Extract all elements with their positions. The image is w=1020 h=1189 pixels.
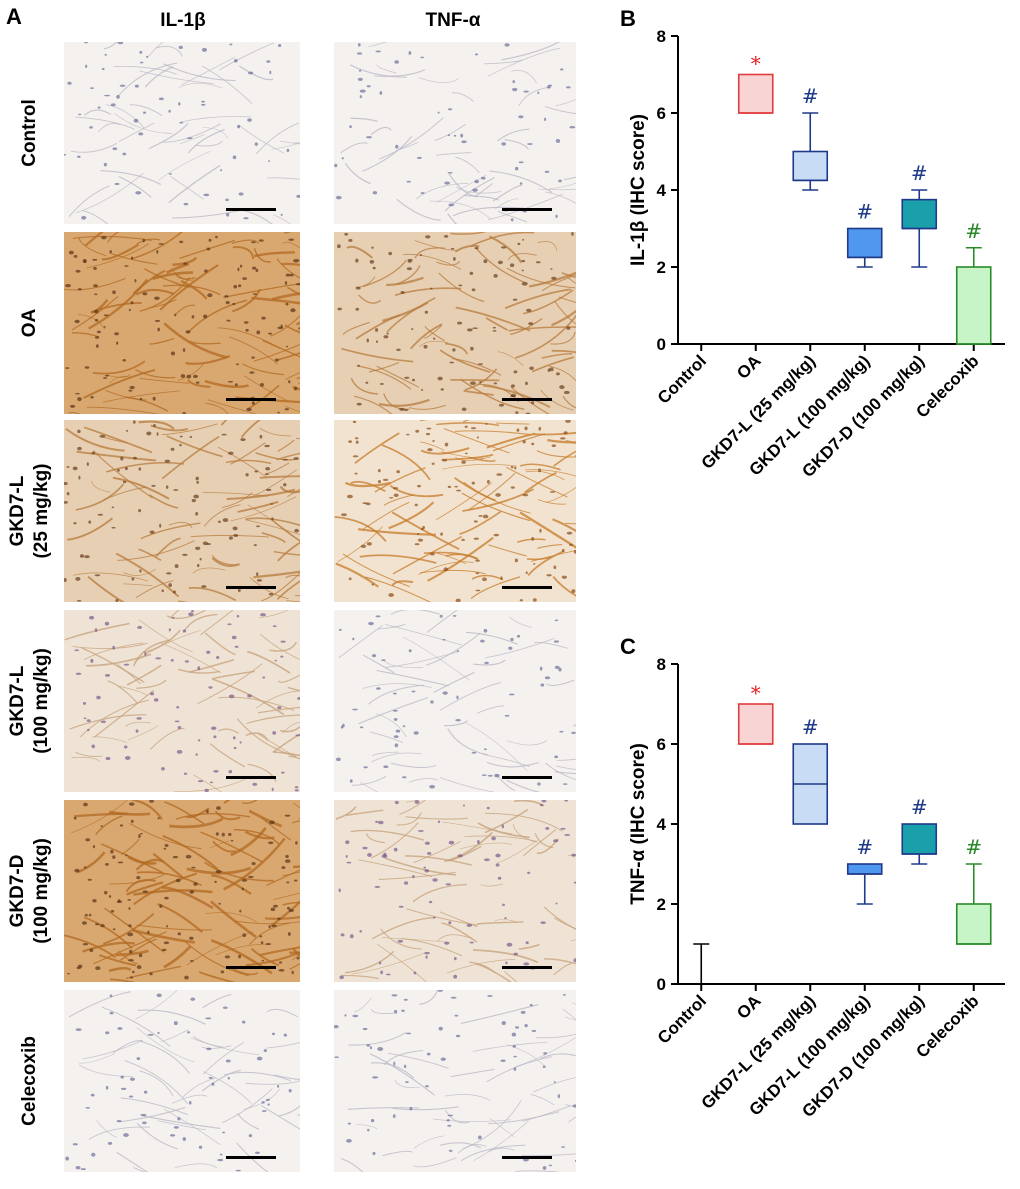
scale-bar	[226, 208, 276, 211]
scale-bar	[226, 586, 276, 589]
box-body	[846, 227, 883, 259]
box-body	[955, 266, 992, 345]
significance-mark: #	[856, 200, 873, 224]
box-body	[901, 823, 938, 855]
micrograph-il1b	[64, 42, 300, 224]
scale-bar	[502, 398, 552, 401]
panel-letter-a: A	[6, 4, 22, 29]
scale-bar	[226, 398, 276, 401]
row-label: Control	[18, 48, 42, 218]
box-body	[955, 903, 992, 945]
micrograph-il1b	[64, 610, 300, 792]
y-tick-label: 6	[657, 735, 666, 754]
box-3: #	[846, 200, 883, 268]
row-label-line: GKD7-D	[7, 854, 28, 928]
y-tick-label: 4	[657, 815, 667, 834]
y-tick-label: 6	[657, 104, 666, 123]
scale-bar	[502, 1156, 552, 1159]
box-5: #	[955, 835, 992, 945]
significance-mark: #	[965, 835, 982, 859]
column-header-il1b: IL-1β	[160, 10, 206, 31]
il1b-box-plot: B 0 2 4 6 8 IL-1β (IHC score) Control OA GKD7-L (…	[600, 0, 1020, 560]
significance-mark: #	[965, 219, 982, 243]
box-2: #	[792, 84, 829, 191]
box-1: *	[737, 52, 774, 114]
row-label-line: GKD7-L	[7, 665, 28, 737]
box-3: #	[846, 835, 883, 905]
scale-bar	[226, 776, 276, 779]
micrograph-tnfa	[334, 800, 576, 982]
micrograph-il1b	[64, 232, 300, 414]
scale-bar	[502, 966, 552, 969]
scale-bar	[226, 1156, 276, 1159]
y-axis-title: IL-1β (IHC score)	[628, 114, 649, 266]
row-label: GKD7-L (100 mg/kg)	[6, 616, 54, 786]
box-5: #	[955, 219, 992, 345]
y-tick-label: 2	[657, 258, 666, 277]
box-body	[901, 198, 938, 230]
row-label: OA	[18, 238, 42, 408]
y-tick-label: 4	[657, 181, 667, 200]
y-axis-title: TNF-α (IHC score)	[628, 743, 649, 905]
scale-bar	[502, 776, 552, 779]
significance-mark: #	[911, 161, 928, 185]
x-category-label: OA	[733, 351, 764, 382]
panel-letter: C	[620, 634, 636, 659]
row-label-line: Celecoxib	[19, 1036, 40, 1126]
y-tick-label: 2	[657, 895, 666, 914]
y-tick-label: 8	[657, 655, 666, 674]
significance-mark: *	[751, 52, 761, 76]
row-label-line: (25 mg/kg)	[31, 463, 52, 559]
row-label: GKD7-D (100 mg/kg)	[6, 806, 54, 976]
significance-mark: *	[751, 681, 761, 705]
box-4: #	[901, 795, 938, 865]
row-label-line: (100 mg/kg)	[31, 648, 52, 754]
micrograph-tnfa	[334, 990, 576, 1172]
box-body	[737, 73, 774, 114]
box-2: #	[792, 715, 829, 825]
box-body	[792, 150, 829, 182]
box-4: #	[901, 161, 938, 268]
y-tick-label: 0	[657, 975, 666, 994]
box-0	[693, 943, 710, 984]
significance-mark: #	[856, 835, 873, 859]
scale-bar	[502, 208, 552, 211]
row-label: GKD7-L (25 mg/kg)	[6, 426, 54, 596]
y-tick-label: 8	[657, 27, 666, 46]
column-header-tnfa: TNF-α	[425, 10, 481, 31]
micrograph-tnfa	[334, 610, 576, 792]
x-category-label: Control	[654, 991, 710, 1047]
micrograph-il1b	[64, 800, 300, 982]
box-body	[846, 863, 883, 875]
box-body	[737, 703, 774, 745]
row-label-line: Control	[19, 99, 40, 167]
micrograph-il1b	[64, 420, 300, 602]
x-category-label: OA	[733, 991, 764, 1022]
scale-bar	[502, 586, 552, 589]
row-label-line: OA	[19, 308, 40, 338]
row-label-line: GKD7-L	[7, 475, 28, 547]
scale-bar	[226, 966, 276, 969]
micrograph-tnfa	[334, 42, 576, 224]
micrograph-il1b	[64, 990, 300, 1172]
box-1: *	[737, 681, 774, 745]
significance-mark: #	[802, 715, 819, 739]
row-label: Celecoxib	[18, 996, 42, 1166]
tnfa-box-plot: C 0 2 4 6 8 TNF-α (IHC score) Control OA GKD7-L (…	[600, 628, 1020, 1184]
significance-mark: #	[911, 795, 928, 819]
row-label-line: (100 mg/kg)	[31, 838, 52, 944]
y-tick-label: 0	[657, 335, 666, 354]
micrograph-tnfa	[334, 420, 576, 602]
micrograph-tnfa	[334, 232, 576, 414]
panel-letter: B	[620, 6, 636, 31]
x-category-label: Control	[654, 351, 710, 407]
significance-mark: #	[802, 84, 819, 108]
